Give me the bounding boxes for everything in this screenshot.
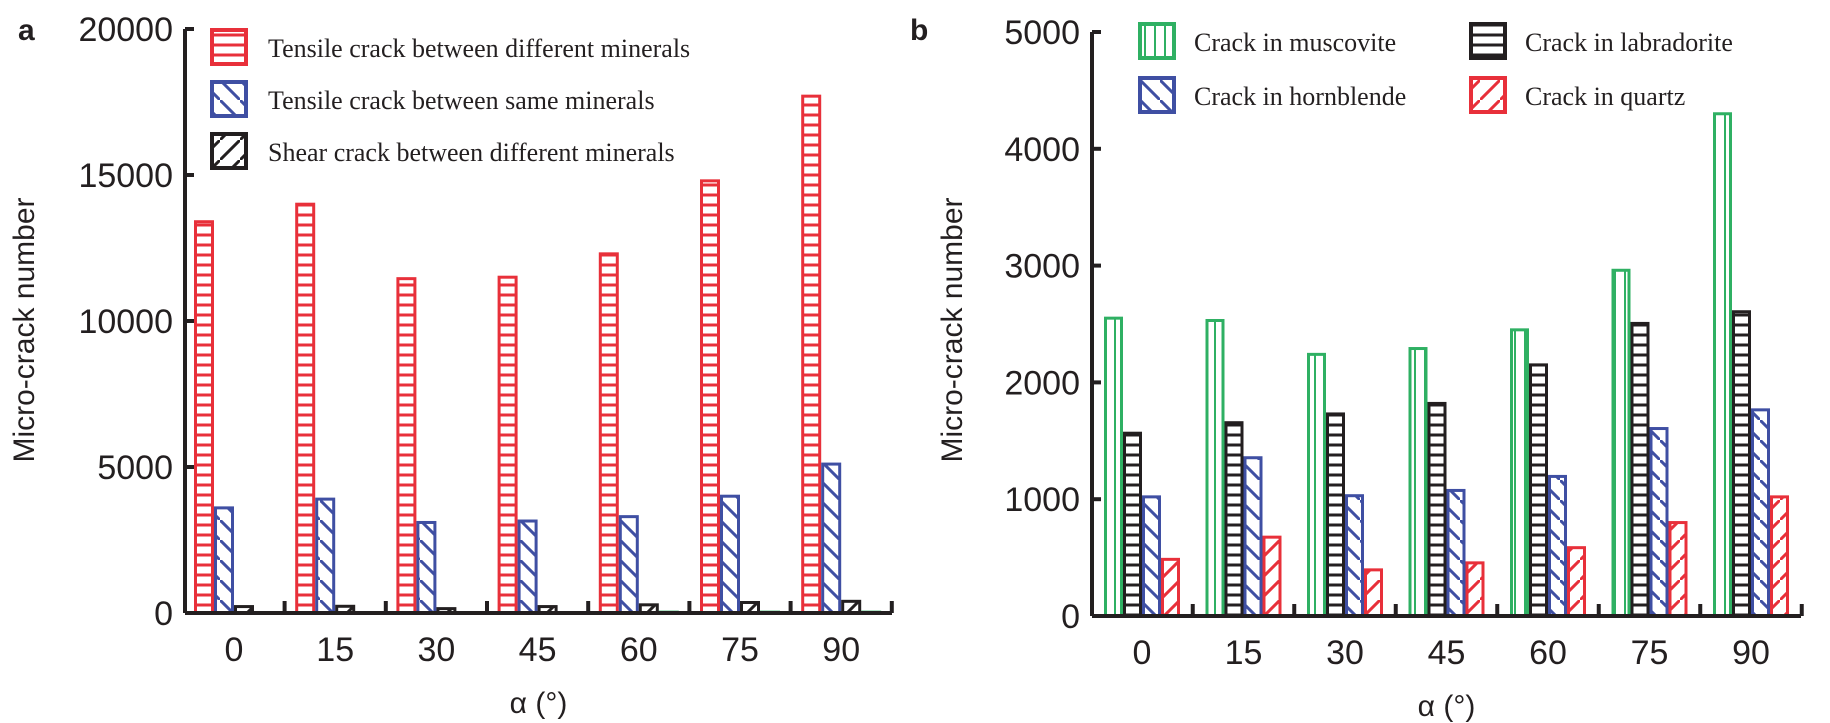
x-tick-label: 0 — [1133, 634, 1152, 672]
bar-crack-in-muscovite-30 — [1307, 352, 1326, 618]
legend-label: Tensile crack between different minerals — [268, 34, 690, 63]
bar-crack-in-quartz-75 — [1668, 521, 1688, 618]
bar-crack-in-labradorite-75 — [1630, 321, 1650, 618]
bar-crack-in-hornblende-30 — [1345, 494, 1364, 618]
bar-tensile-crack-between-same-minerals-30 — [416, 520, 437, 615]
x-tick-label: 90 — [1732, 634, 1770, 672]
panel-a: a 0 5000 10000 15000 20000 0 15 30 45 60 75 90 α (°) M… — [8, 11, 894, 720]
legend-swatch — [1469, 76, 1507, 114]
bar-crack-in-hornblende-15 — [1243, 456, 1263, 618]
x-axis-label: α (°) — [510, 687, 568, 720]
bar-crack-in-quartz-45 — [1465, 561, 1485, 618]
bar-crack-in-hornblende-90 — [1751, 408, 1770, 618]
bar-crack-in-quartz-60 — [1567, 546, 1586, 618]
bar-crack-in-muscovite-90 — [1713, 112, 1732, 618]
bar-tensile-crack-between-different-minerals-60 — [598, 252, 619, 615]
bar-crack-in-labradorite-15 — [1224, 421, 1244, 618]
bar-crack-in-hornblende-60 — [1548, 474, 1567, 618]
y-tick-label: 1000 — [1004, 481, 1080, 519]
y-tick-label: 5000 — [97, 449, 173, 487]
bar-tensile-crack-between-different-minerals-45 — [497, 275, 518, 615]
bar-tensile-crack-between-same-minerals-60 — [618, 515, 639, 615]
y-tick-label: 3000 — [1004, 248, 1080, 286]
y-axis-label: Micro-crack number — [8, 197, 41, 462]
y-tick-label: 5000 — [1004, 14, 1080, 52]
legend-swatch — [210, 132, 248, 170]
bar-tensile-crack-between-same-minerals-90 — [821, 462, 842, 615]
bar-crack-in-hornblende-45 — [1446, 488, 1466, 618]
x-tick-label: 0 — [225, 631, 244, 669]
bar-tensile-crack-between-same-minerals-15 — [315, 497, 336, 615]
bar-crack-in-labradorite-45 — [1427, 401, 1447, 618]
bar-tensile-crack-between-different-minerals-0 — [194, 220, 214, 615]
legend-swatch — [210, 28, 248, 66]
legend-label: Shear crack between different minerals — [268, 138, 675, 167]
y-axis-label: Micro-crack number — [936, 197, 969, 462]
x-tick-label: 75 — [1631, 634, 1669, 672]
bar-crack-in-quartz-0 — [1161, 557, 1180, 618]
bar-crack-in-labradorite-60 — [1529, 363, 1548, 618]
bar-crack-in-muscovite-0 — [1104, 316, 1123, 618]
x-tick-label: 15 — [1225, 634, 1263, 672]
bar-crack-in-quartz-90 — [1770, 495, 1789, 618]
y-tick-label: 15000 — [78, 157, 173, 195]
y-tick-label: 2000 — [1004, 364, 1080, 402]
x-tick-label: 60 — [1529, 634, 1567, 672]
bar-tensile-crack-between-same-minerals-45 — [517, 519, 538, 615]
legend-swatch — [1138, 22, 1176, 60]
bar-crack-in-labradorite-30 — [1326, 412, 1345, 618]
legend-swatch — [210, 80, 248, 118]
bar-crack-in-labradorite-0 — [1123, 431, 1142, 618]
legend-swatch — [1138, 76, 1176, 114]
x-tick-label: 45 — [519, 631, 557, 669]
bar-tensile-crack-between-different-minerals-15 — [295, 202, 316, 615]
panel-label: b — [910, 14, 928, 47]
y-tick-label: 0 — [1061, 598, 1080, 636]
bar-crack-in-hornblende-75 — [1649, 427, 1669, 618]
bar-tensile-crack-between-different-minerals-75 — [700, 179, 720, 615]
bar-crack-in-muscovite-15 — [1205, 318, 1225, 618]
y-tick-label: 4000 — [1004, 131, 1080, 169]
x-tick-label: 60 — [620, 631, 658, 669]
x-tick-label: 15 — [316, 631, 354, 669]
panel-label: a — [18, 14, 35, 47]
y-tick-label: 20000 — [78, 11, 173, 49]
bar-crack-in-quartz-30 — [1364, 568, 1383, 618]
legend-label: Crack in labradorite — [1525, 28, 1733, 57]
bar-tensile-crack-between-same-minerals-0 — [214, 506, 234, 615]
bar-crack-in-hornblende-0 — [1142, 495, 1161, 618]
y-tick-label: 0 — [154, 595, 173, 633]
bar-crack-in-muscovite-75 — [1611, 268, 1631, 618]
bar-crack-in-muscovite-45 — [1408, 347, 1428, 618]
bar-tensile-crack-between-different-minerals-30 — [396, 277, 417, 615]
bar-tensile-crack-between-same-minerals-75 — [720, 494, 740, 615]
x-tick-label: 90 — [822, 631, 860, 669]
legend-label: Crack in quartz — [1525, 82, 1685, 111]
y-tick-label: 10000 — [78, 303, 173, 341]
bar-tensile-crack-between-different-minerals-90 — [801, 94, 822, 615]
x-tick-label: 45 — [1428, 634, 1466, 672]
bar-crack-in-muscovite-60 — [1510, 328, 1529, 618]
x-tick-label: 30 — [1326, 634, 1364, 672]
x-axis-label: α (°) — [1418, 690, 1476, 723]
x-tick-label: 30 — [417, 631, 455, 669]
legend-label: Crack in hornblende — [1194, 82, 1406, 111]
x-tick-label: 75 — [721, 631, 759, 669]
legend-swatch — [1469, 22, 1507, 60]
bar-crack-in-labradorite-90 — [1732, 310, 1751, 618]
legend-label: Tensile crack between same minerals — [268, 86, 655, 115]
legend-label: Crack in muscovite — [1194, 28, 1396, 57]
panel-b: b 0 1000 2000 3000 4000 5000 0 15 30 45 60 75 90 α (°)… — [910, 14, 1804, 723]
bar-crack-in-quartz-15 — [1262, 535, 1282, 618]
